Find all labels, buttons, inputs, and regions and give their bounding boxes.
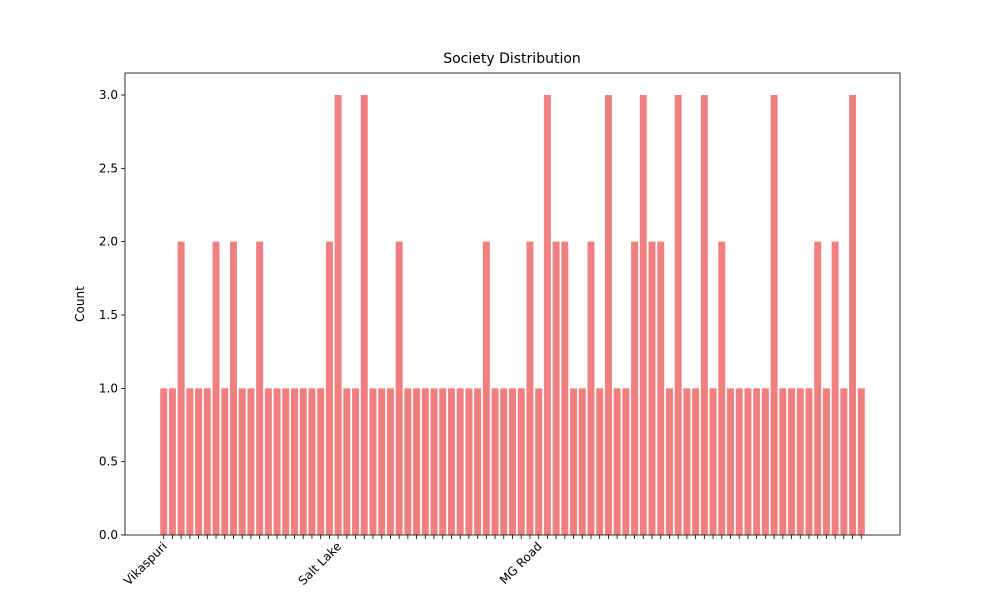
bar (683, 388, 691, 535)
plot-frame (124, 72, 901, 536)
bar (317, 388, 325, 535)
bar (735, 388, 743, 535)
bar (221, 388, 229, 535)
bar (796, 388, 804, 535)
bar (639, 95, 647, 535)
bar (657, 241, 665, 535)
bar (822, 388, 830, 535)
bar (753, 388, 761, 535)
bar (578, 388, 586, 535)
bar (596, 388, 604, 535)
bar (360, 95, 368, 535)
bar (805, 388, 813, 535)
bar (334, 95, 342, 535)
bar (857, 388, 865, 535)
bar (700, 95, 708, 535)
bar (395, 241, 403, 535)
bar (788, 388, 796, 535)
bar (517, 388, 525, 535)
y-tick-label: 0.0 (99, 528, 118, 542)
bar (413, 388, 421, 535)
bar (229, 241, 237, 535)
bar (779, 388, 787, 535)
bar (168, 388, 176, 535)
bar (421, 388, 429, 535)
bar (761, 388, 769, 535)
y-tick-label: 0.5 (99, 455, 118, 469)
bar (744, 388, 752, 535)
bar (299, 388, 307, 535)
bar (369, 388, 377, 535)
bar (404, 388, 412, 535)
bar (291, 388, 298, 535)
y-tick-label: 1.0 (99, 381, 118, 395)
bar (430, 388, 438, 535)
y-tick-label: 2.0 (99, 235, 118, 249)
bar (570, 388, 578, 535)
bar (465, 388, 473, 535)
bar (692, 388, 700, 535)
bar (613, 388, 621, 535)
y-tick-label: 3.0 (99, 88, 118, 102)
bar (282, 388, 290, 535)
bar (849, 95, 857, 535)
bar (631, 241, 639, 535)
bar (456, 388, 464, 535)
bar (308, 388, 316, 535)
bar (831, 241, 839, 535)
bar (491, 388, 499, 535)
bar (343, 388, 351, 535)
bar (386, 388, 394, 535)
bar (509, 388, 516, 535)
y-tick-label: 2.5 (99, 161, 118, 175)
bar (587, 241, 595, 535)
bar (500, 388, 508, 535)
bar (352, 388, 360, 535)
chart-title: Society Distribution (443, 51, 581, 67)
bar (325, 241, 333, 535)
bar (256, 241, 264, 535)
bar (840, 388, 848, 535)
bar (160, 388, 168, 535)
bar (770, 95, 778, 535)
bar (203, 388, 211, 535)
bar (674, 95, 682, 535)
bar (378, 388, 386, 535)
y-tick-label: 1.5 (99, 308, 118, 322)
bar (648, 241, 656, 535)
bar (535, 388, 543, 535)
bar (526, 241, 534, 535)
bar (186, 388, 194, 535)
bar (439, 388, 447, 535)
bar (195, 388, 203, 535)
bar (604, 95, 612, 535)
bar (718, 241, 726, 535)
bar (727, 388, 734, 535)
bar (247, 388, 255, 535)
bar (543, 95, 551, 535)
bar (552, 241, 560, 535)
bar (264, 388, 272, 535)
bar (474, 388, 482, 535)
bar (709, 388, 717, 535)
bar (814, 241, 822, 535)
bar (238, 388, 246, 535)
bar (622, 388, 630, 535)
y-axis-label: Count (73, 286, 87, 322)
bar (482, 241, 490, 535)
bar (273, 388, 281, 535)
bar (561, 241, 569, 535)
bar (212, 241, 220, 535)
bar (177, 241, 185, 535)
bar (665, 388, 673, 535)
bar (447, 388, 455, 535)
